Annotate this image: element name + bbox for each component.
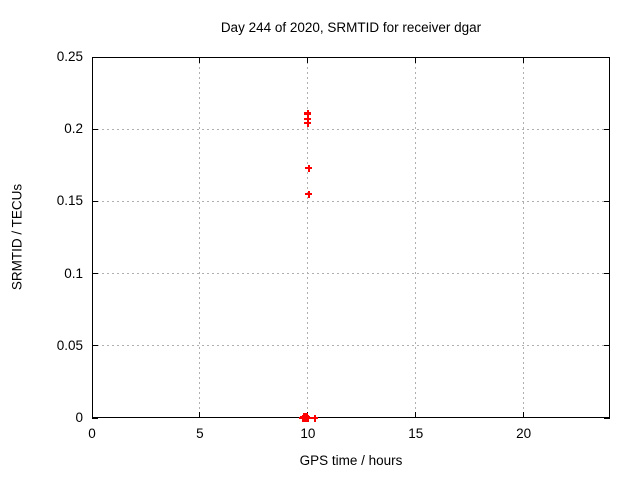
plus-marker-vbar (306, 115, 309, 123)
y-tick-mark-right (604, 345, 610, 347)
plus-marker-vbar (307, 164, 310, 172)
y-tick-mark (92, 345, 98, 347)
y-tick-label: 0.2 (64, 121, 83, 137)
plus-marker-vbar (306, 119, 309, 127)
x-tick-mark-top (307, 57, 309, 63)
data-point-marker (304, 110, 312, 118)
y-tick-mark-right (604, 56, 610, 58)
chart-title: Day 244 of 2020, SRMTID for receiver dga… (220, 20, 482, 35)
plus-marker-vbar (307, 190, 310, 198)
y-tick-mark-right (604, 417, 610, 419)
y-tick-label: 0 (75, 410, 83, 425)
y-axis-title: SRMTID / TECUs (9, 183, 25, 291)
x-tick-mark (91, 412, 93, 418)
x-tick-label: 20 (516, 426, 532, 441)
x-tick-mark-top (415, 57, 417, 63)
gridline-y (92, 345, 610, 347)
x-tick-label: 5 (196, 426, 204, 441)
y-tick-label: 0.05 (56, 337, 83, 353)
y-tick-mark (92, 56, 98, 58)
y-tick-label: 0.1 (64, 265, 83, 281)
x-tick-mark (199, 412, 201, 418)
x-tick-mark (415, 412, 417, 418)
data-point-marker (303, 413, 311, 421)
gridline-x (415, 57, 417, 418)
plot-border (92, 57, 610, 418)
gridline-y (92, 273, 610, 275)
y-tick-mark-right (604, 128, 610, 130)
gridline-y (92, 200, 610, 202)
x-tick-mark (523, 412, 525, 418)
y-tick-mark (92, 273, 98, 275)
data-point-marker (304, 115, 312, 123)
y-tick-label: 0.15 (56, 193, 83, 209)
plus-marker-vbar (313, 414, 316, 422)
y-tick-label: 0.25 (56, 49, 83, 64)
gridline-x (307, 57, 309, 418)
x-tick-mark-top (91, 57, 93, 63)
x-tick-label: 0 (88, 426, 96, 441)
y-tick-mark (92, 417, 98, 419)
y-tick-mark (92, 128, 98, 130)
x-tick-mark-top (199, 57, 201, 63)
gridline-x (199, 57, 201, 418)
gridline-y (92, 128, 610, 130)
x-axis-title: GPS time / hours (299, 453, 403, 468)
x-tick-label: 15 (408, 426, 424, 441)
plus-marker-vbar (306, 110, 309, 118)
data-point-marker (311, 414, 319, 422)
x-tick-label: 10 (300, 426, 316, 441)
y-tick-mark (92, 200, 98, 202)
data-point-marker (305, 164, 313, 172)
y-tick-mark-right (604, 273, 610, 275)
data-point-marker (305, 190, 313, 198)
data-point-marker (304, 119, 312, 127)
plus-marker-vbar (305, 413, 308, 421)
y-tick-mark-right (604, 200, 610, 202)
gridline-x (523, 57, 525, 418)
x-tick-mark-top (523, 57, 525, 63)
